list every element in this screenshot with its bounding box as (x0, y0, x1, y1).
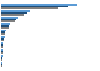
Bar (1, 57, 2, 59)
Bar (1, 62, 2, 64)
Bar (1, 33, 5, 35)
Bar (1, 20, 15, 22)
Bar (1, 49, 3, 51)
Bar (1, 23, 10, 25)
Bar (1, 10, 30, 12)
Bar (1, 51, 3, 52)
Bar (1, 14, 24, 16)
Bar (1, 17, 18, 19)
Bar (1, 40, 4, 41)
Bar (1, 6, 68, 7)
Bar (1, 25, 9, 27)
Bar (1, 44, 3, 46)
Bar (1, 65, 2, 67)
Bar (1, 64, 2, 65)
Bar (1, 27, 9, 29)
Bar (1, 38, 4, 40)
Bar (1, 30, 6, 31)
Bar (1, 12, 27, 14)
Bar (1, 19, 16, 20)
Bar (1, 36, 5, 38)
Bar (1, 42, 3, 44)
Bar (1, 59, 2, 61)
Bar (1, 31, 5, 33)
Bar (1, 46, 3, 48)
Bar (1, 7, 58, 9)
Bar (1, 55, 2, 57)
Bar (1, 4, 77, 6)
Bar (1, 52, 2, 54)
